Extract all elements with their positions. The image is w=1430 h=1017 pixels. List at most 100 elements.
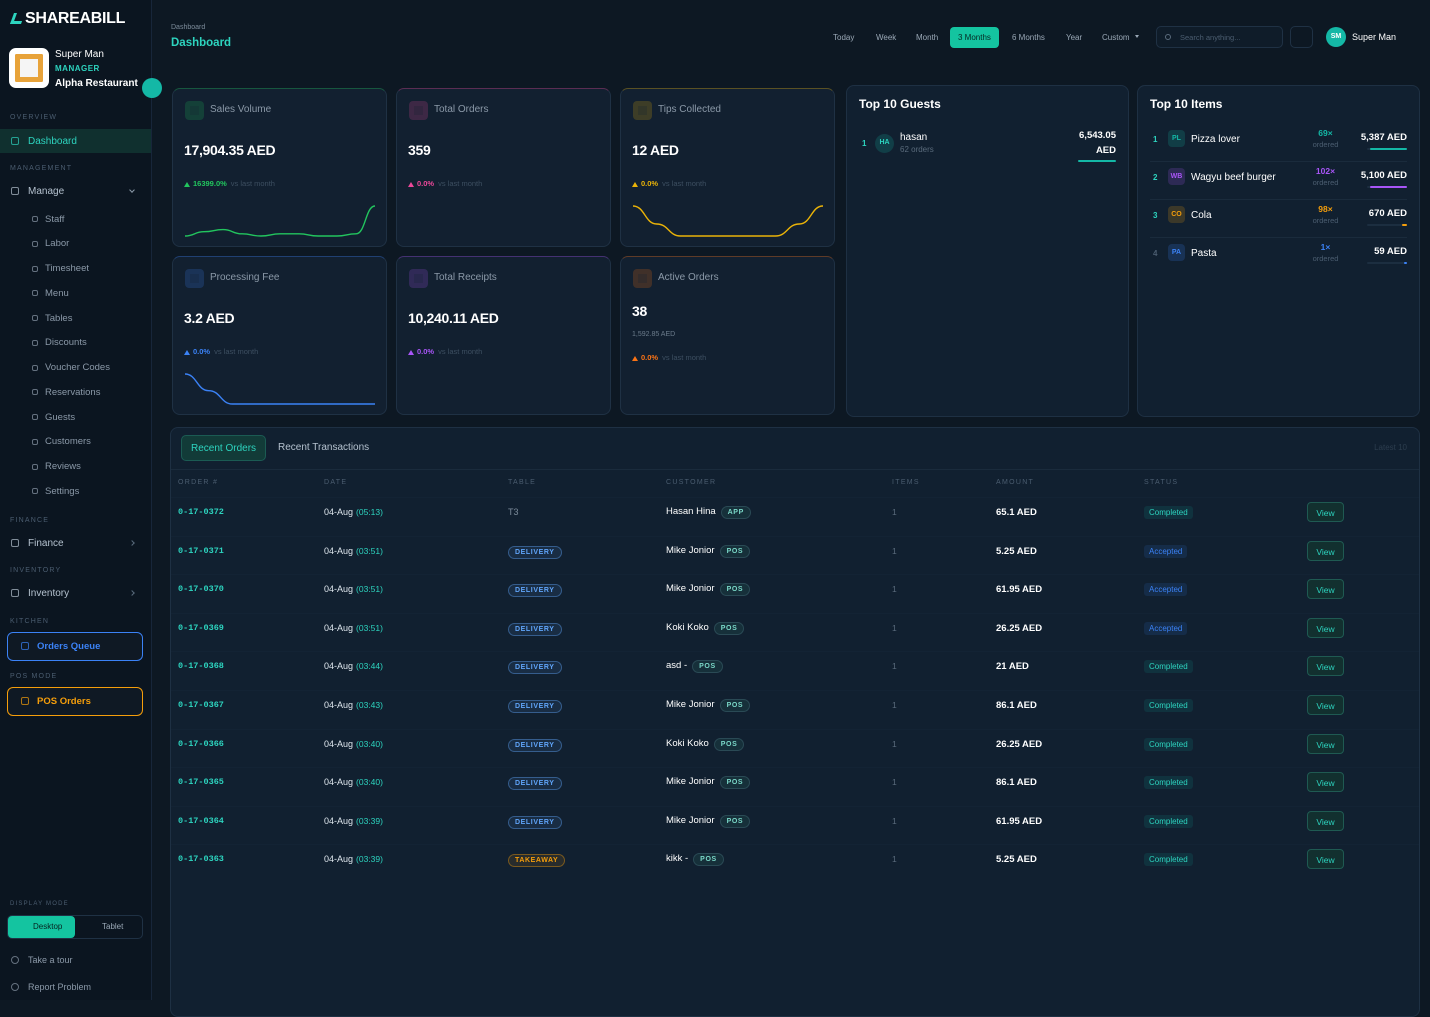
view-button[interactable]: View	[1307, 772, 1344, 793]
order-type: DELIVERY	[508, 700, 562, 713]
nav-subitem[interactable]: Labor	[0, 232, 151, 256]
nav-label: Discounts	[45, 337, 87, 349]
user-initials[interactable]: SM	[1326, 27, 1346, 47]
mode-button[interactable]: POS Orders	[7, 687, 143, 716]
nav-subitem[interactable]: Timesheet	[0, 257, 151, 281]
view-button[interactable]: View	[1307, 695, 1344, 715]
order-id: 0-17-0365	[178, 777, 224, 788]
date-filter[interactable]: Today	[833, 33, 855, 42]
order-items: 1	[892, 661, 897, 672]
item-rank: 3	[1153, 211, 1158, 220]
collapse-button[interactable]	[142, 78, 162, 98]
nav-item[interactable]: Finance	[0, 531, 151, 555]
time: (03:51)	[356, 584, 383, 595]
order-amount: 65.1 AED	[996, 507, 1037, 518]
item-bar-track	[1367, 262, 1407, 264]
nav-item[interactable]: Manage	[0, 179, 151, 203]
caret	[1135, 35, 1139, 38]
change-value: 0.0%	[641, 353, 659, 362]
column-header: ORDER #	[178, 479, 219, 486]
date-filter[interactable]: 3 Months	[950, 27, 999, 48]
tab[interactable]: Recent Transactions	[278, 442, 370, 453]
view-button[interactable]: View	[1307, 579, 1344, 600]
display-option[interactable]: Tablet	[102, 922, 124, 931]
order-customer: Mike Jonior POS	[666, 776, 751, 790]
nav-subitem[interactable]: Tables	[0, 306, 151, 330]
view-button[interactable]: View	[1307, 502, 1344, 522]
nav-item[interactable]: Dashboard	[0, 129, 151, 153]
order-type: DELIVERY	[508, 545, 562, 559]
order-customer: Mike Jonior POS	[666, 583, 751, 597]
order-items: 1	[892, 622, 897, 633]
footer-link[interactable]: Report Problem	[0, 975, 151, 999]
order-amount: 5.25 AED	[996, 545, 1037, 557]
item-bar-track	[1367, 148, 1407, 150]
date-filter[interactable]: Month	[916, 33, 939, 42]
nav-label: Reviews	[45, 461, 81, 472]
order-source: APP	[720, 506, 751, 519]
order-status: Completed	[1144, 853, 1193, 867]
row-divider	[171, 651, 1419, 653]
item-name: Cola	[1191, 210, 1212, 221]
item-initials: WB	[1168, 168, 1185, 185]
view-button[interactable]: View	[1307, 540, 1344, 561]
change-note: vs last month	[662, 353, 707, 362]
order-date: 04-Aug (03:39)	[324, 816, 383, 826]
order-amount: 61.95 AED	[996, 815, 1043, 827]
view-button[interactable]: View	[1307, 656, 1344, 677]
trend-arrow	[408, 181, 414, 187]
date-filter[interactable]: Week	[876, 33, 897, 42]
footer-link[interactable]: Take a tour	[0, 948, 151, 972]
search-box[interactable]: Search anything...	[1156, 26, 1283, 48]
mode-button[interactable]: Orders Queue	[7, 632, 143, 661]
nav-label: Inventory	[28, 587, 70, 599]
card-change: 0.0% vs last month	[408, 179, 482, 188]
section-title: POS MODE	[10, 673, 58, 680]
card-subvalue: 1,592.85 AED	[632, 331, 676, 338]
stat-card: Active Orders 38 1,592.85 AED 0.0% vs last m…	[620, 256, 835, 415]
view-button[interactable]: View	[1307, 810, 1344, 831]
trend-arrow	[184, 349, 190, 355]
order-type: DELIVERY	[508, 622, 562, 636]
header-user-name: Super Man	[1352, 32, 1397, 42]
date: 04-Aug	[324, 584, 354, 595]
view-button[interactable]: View	[1307, 849, 1344, 870]
date-filter[interactable]: Custom	[1102, 33, 1130, 42]
sparkline	[632, 205, 824, 237]
nav-icon	[32, 290, 38, 297]
order-date: 04-Aug (03:44)	[324, 661, 383, 671]
view-button[interactable]: View	[1307, 617, 1344, 638]
nav-subitem[interactable]: Reviews	[0, 455, 151, 479]
nav-item[interactable]: Inventory	[0, 581, 151, 605]
change-note: vs last month	[214, 347, 259, 356]
user-name: Super Man	[55, 49, 104, 60]
nav-subitem[interactable]: Menu	[0, 281, 151, 305]
order-status: Completed	[1144, 506, 1193, 519]
display-option[interactable]: Desktop	[8, 916, 75, 938]
order-source: POS	[719, 699, 751, 712]
nav-label: Customers	[45, 436, 91, 448]
notifications[interactable]	[1290, 26, 1313, 48]
date: 04-Aug	[324, 777, 354, 788]
nav-label: Labor	[45, 238, 70, 250]
card-icon	[633, 269, 652, 288]
order-id: 0-17-0363	[178, 854, 224, 865]
tab[interactable]: Recent Orders	[181, 435, 267, 461]
nav-subitem[interactable]: Customers	[0, 430, 151, 454]
view-button[interactable]: View	[1307, 733, 1344, 754]
date-filter[interactable]: 6 Months	[1012, 33, 1045, 42]
nav-subitem[interactable]: Guests	[0, 405, 151, 429]
row-divider	[1150, 161, 1407, 162]
nav-subitem[interactable]: Settings	[0, 479, 151, 503]
card-label: Total Receipts	[434, 272, 497, 283]
nav-subitem[interactable]: Reservations	[0, 380, 151, 404]
order-id: 0-17-0369	[178, 622, 224, 633]
card-label: Total Orders	[434, 104, 489, 115]
date-filter[interactable]: Year	[1066, 33, 1083, 42]
order-type: DELIVERY	[508, 661, 562, 675]
time: (03:51)	[356, 545, 383, 556]
nav-subitem[interactable]: Voucher Codes	[0, 356, 151, 380]
customer-name: Mike Jonior	[666, 814, 715, 826]
nav-subitem[interactable]: Staff	[0, 207, 151, 231]
nav-subitem[interactable]: Discounts	[0, 331, 151, 355]
